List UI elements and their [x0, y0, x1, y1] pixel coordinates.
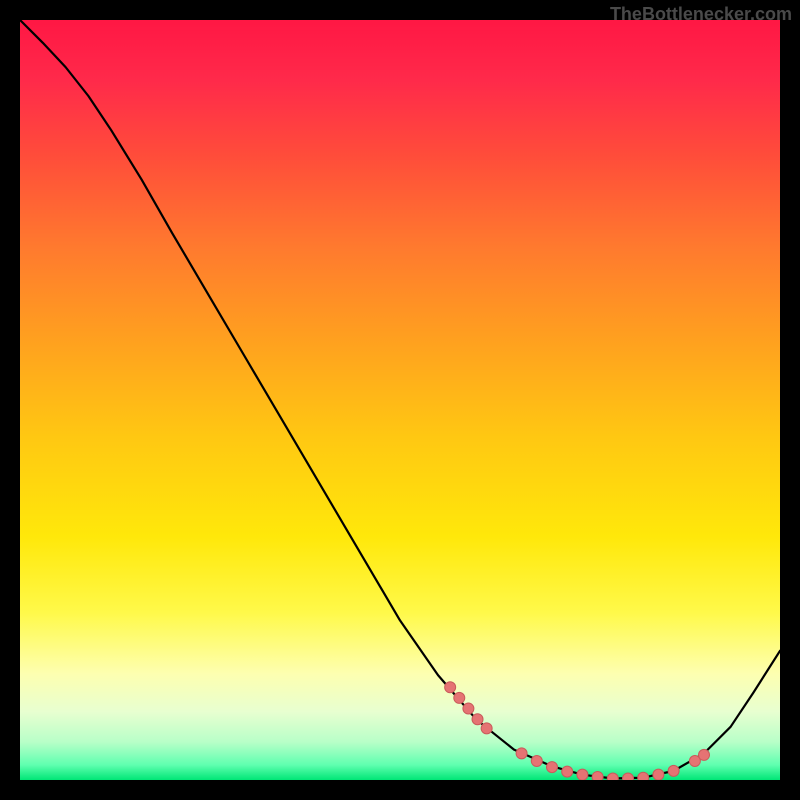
- chart-container: TheBottlenecker.com: [0, 0, 800, 800]
- data-marker: [547, 762, 558, 773]
- data-marker: [454, 692, 465, 703]
- gradient-background: [20, 20, 780, 780]
- data-marker: [638, 772, 649, 780]
- plot-area: [20, 20, 780, 780]
- data-marker: [481, 723, 492, 734]
- data-marker: [668, 765, 679, 776]
- chart-svg: [20, 20, 780, 780]
- data-marker: [607, 773, 618, 780]
- data-marker: [531, 756, 542, 767]
- data-marker: [623, 773, 634, 780]
- data-marker: [699, 749, 710, 760]
- watermark-label: TheBottlenecker.com: [610, 4, 792, 25]
- data-marker: [516, 748, 527, 759]
- data-marker: [653, 769, 664, 780]
- data-marker: [592, 771, 603, 780]
- data-marker: [463, 703, 474, 714]
- data-marker: [562, 766, 573, 777]
- data-marker: [472, 714, 483, 725]
- data-marker: [577, 769, 588, 780]
- data-marker: [445, 682, 456, 693]
